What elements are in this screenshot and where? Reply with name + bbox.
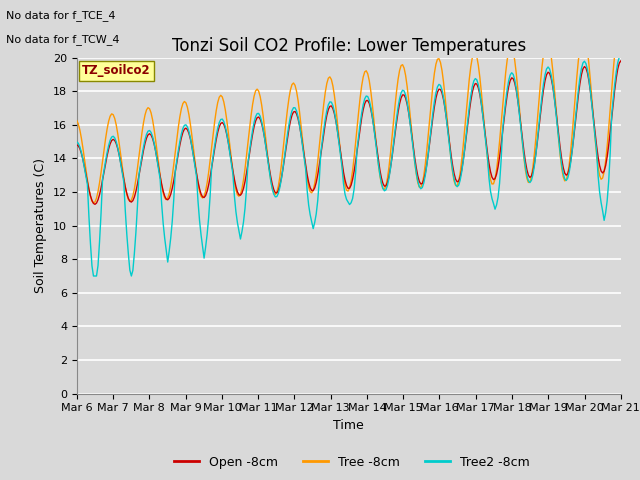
X-axis label: Time: Time <box>333 419 364 432</box>
Text: TZ_soilco2: TZ_soilco2 <box>82 64 151 77</box>
Text: No data for f_TCE_4: No data for f_TCE_4 <box>6 10 116 21</box>
Text: No data for f_TCW_4: No data for f_TCW_4 <box>6 34 120 45</box>
Y-axis label: Soil Temperatures (C): Soil Temperatures (C) <box>35 158 47 293</box>
Legend: Open -8cm, Tree -8cm, Tree2 -8cm: Open -8cm, Tree -8cm, Tree2 -8cm <box>169 451 535 474</box>
Title: Tonzi Soil CO2 Profile: Lower Temperatures: Tonzi Soil CO2 Profile: Lower Temperatur… <box>172 36 526 55</box>
